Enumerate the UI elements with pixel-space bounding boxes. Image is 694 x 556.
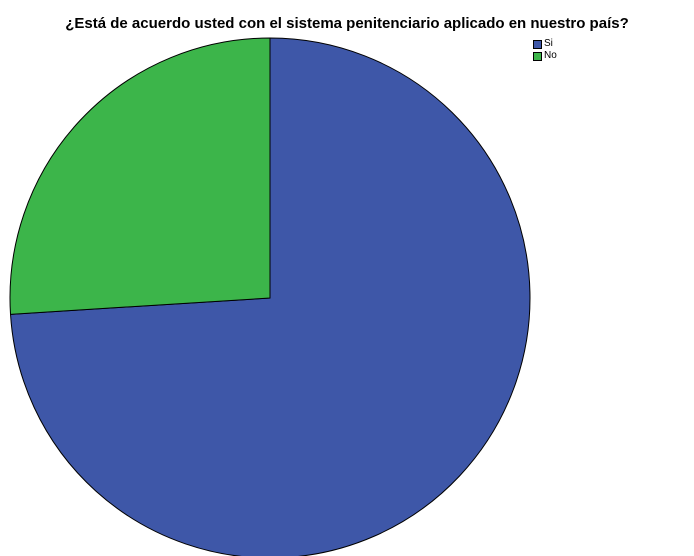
legend-item-no: No <box>533 50 557 62</box>
legend-item-si: Si <box>533 38 557 50</box>
pie-slice-no <box>9 37 271 315</box>
legend-label-no: No <box>544 50 557 61</box>
legend-swatch-si <box>533 39 542 49</box>
legend-label-si: Si <box>544 38 553 49</box>
pie-slices <box>9 37 531 556</box>
legend: Si No <box>533 38 557 62</box>
legend-swatch-no <box>533 51 542 61</box>
chart-title: ¿Está de acuerdo usted con el sistema pe… <box>65 15 629 32</box>
